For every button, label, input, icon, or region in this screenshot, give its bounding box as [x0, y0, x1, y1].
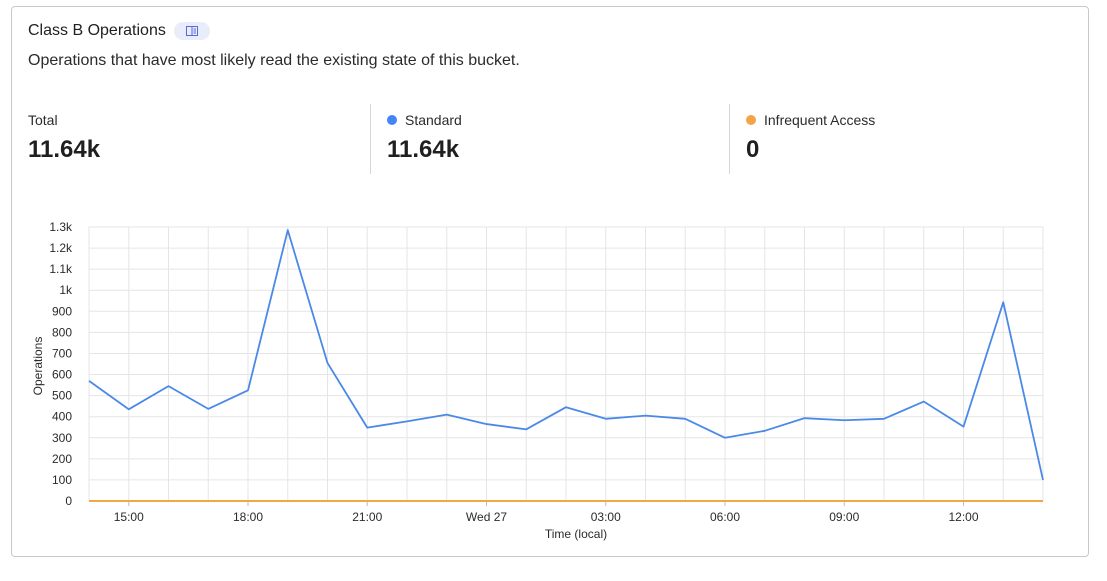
divider: [370, 104, 371, 174]
y-tick-label: 800: [52, 325, 72, 339]
y-axis-title: Operations: [31, 337, 45, 396]
standard-series-line: [88, 229, 1044, 481]
y-tick-label: 900: [52, 304, 72, 318]
x-tick-label: 03:00: [591, 510, 621, 524]
card-title: Class B Operations: [28, 22, 166, 39]
x-tick-label: 21:00: [352, 510, 382, 524]
book-icon: [185, 26, 198, 36]
y-tick-label: 100: [52, 473, 72, 487]
infrequent-legend-dot: [746, 115, 756, 125]
class-b-operations-card: [11, 6, 1089, 557]
stat-total: Total 11.64k: [28, 110, 100, 180]
x-tick-label: 09:00: [829, 510, 859, 524]
stat-label: Infrequent Access: [764, 112, 876, 128]
y-tick-label: 0: [65, 494, 72, 508]
y-tick-label: 200: [52, 452, 72, 466]
x-tick-label: 12:00: [948, 510, 978, 524]
stat-value: 11.64k: [387, 136, 460, 163]
card-description: Operations that have most likely read th…: [28, 52, 520, 69]
y-tick-label: 1.2k: [49, 241, 73, 255]
divider: [729, 104, 730, 174]
card-header: Class B Operations: [28, 22, 210, 40]
y-tick-label: 1.3k: [49, 220, 73, 234]
stat-label: Standard: [405, 112, 462, 128]
stat-label: Total: [28, 112, 58, 128]
stat-infrequent-access: Infrequent Access 0: [746, 110, 875, 180]
x-tick-label: 15:00: [114, 510, 144, 524]
y-tick-label: 400: [52, 410, 72, 424]
y-tick-label: 600: [52, 368, 72, 382]
x-axis-title: Time (local): [545, 527, 607, 541]
standard-legend-dot: [387, 115, 397, 125]
documentation-link[interactable]: [173, 22, 210, 40]
y-tick-label: 700: [52, 346, 72, 360]
y-tick-label: 300: [52, 431, 72, 445]
x-tick-label: Wed 27: [466, 510, 507, 524]
y-tick-label: 500: [52, 389, 72, 403]
stat-standard: Standard 11.64k: [387, 110, 462, 180]
x-tick-label: 18:00: [233, 510, 263, 524]
stat-value: 0: [746, 136, 760, 163]
y-tick-label: 1k: [59, 283, 73, 297]
y-tick-label: 1.1k: [49, 262, 73, 276]
stat-value: 11.64k: [28, 136, 101, 163]
x-tick-label: 06:00: [710, 510, 740, 524]
